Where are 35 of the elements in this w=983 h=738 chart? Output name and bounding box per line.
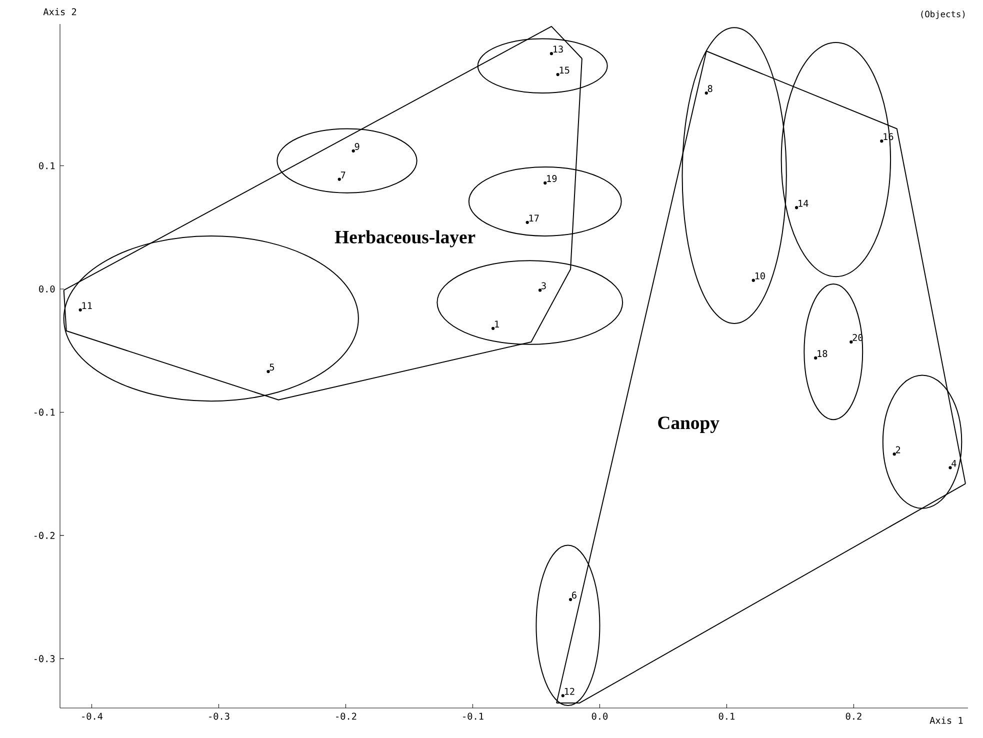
annotation: 5 [270,364,274,371]
y-tick-label: -0.3 [34,655,55,662]
annotation: 12 [564,688,574,695]
annotation: 15 [560,66,570,74]
x-tick-label: 0.2 [846,712,862,720]
annotation: 1 [495,320,499,328]
x-tick-label: -0.4 [82,712,103,720]
annotation: 4 [952,460,956,467]
annotation: Canopy [658,416,720,434]
y-tick-label: -0.1 [34,408,55,416]
annotation: 8 [708,85,712,92]
annotation: Herbaceous-layer [334,230,476,248]
annotation: 2 [896,446,900,454]
x-tick-label: 0.0 [592,712,608,720]
x-tick-label: -0.1 [463,712,484,720]
annotation: 3 [542,282,546,290]
annotation: 7 [340,172,346,178]
y-tick-label: -0.2 [34,532,55,539]
y-axis-title: Axis 2 [43,8,76,16]
annotation: 6 [572,592,576,599]
annotation: 18 [818,350,828,358]
annotation: 13 [554,46,563,53]
annotation: 17 [529,214,539,222]
annotation: 14 [798,200,808,207]
annotation: 11 [82,302,92,310]
annotation: 9 [354,142,360,150]
text: (Objects) [921,10,965,19]
annotation: 19 [547,175,557,182]
annotation: 10 [755,272,765,280]
x-tick-label: -0.2 [336,712,356,720]
y-tick-label: 0.0 [39,285,55,292]
x-axis-title: Axis 1 [930,716,963,724]
x-tick-label: 0.1 [718,712,735,720]
x-tick-label: -0.3 [209,712,230,720]
y-tick-label: 0.1 [39,162,55,170]
